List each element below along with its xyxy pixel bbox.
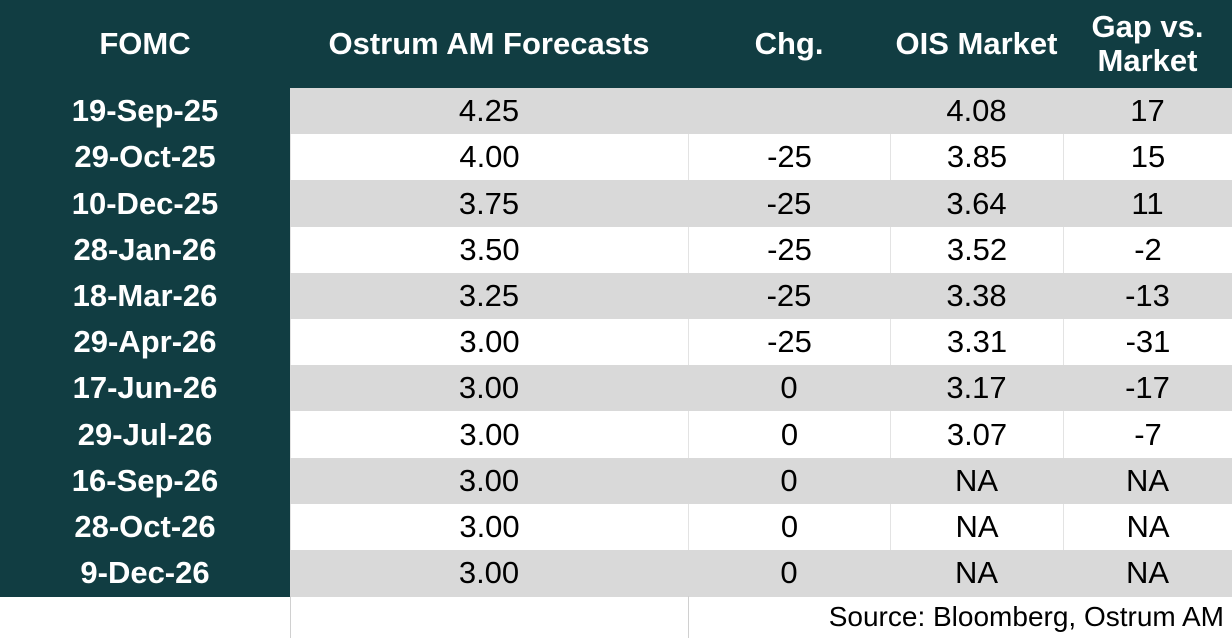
table-cell: 3.00 [290, 365, 688, 412]
table-cell: 4.08 [890, 88, 1063, 135]
table-cell: 3.00 [290, 550, 688, 597]
table-cell: 3.17 [890, 365, 1063, 412]
table-cell: NA [1063, 550, 1232, 597]
row-header: 28-Oct-26 [0, 503, 290, 551]
table-cell: 3.07 [890, 411, 1063, 459]
row-header: 29-Oct-25 [0, 134, 290, 181]
column-header: Gap vs. Market [1063, 0, 1232, 88]
table-cell: 0 [688, 550, 890, 597]
table-cell: NA [890, 550, 1063, 597]
table-cell: 11 [1063, 180, 1232, 228]
table-cell: -7 [1063, 411, 1232, 459]
table-cell: NA [1063, 503, 1232, 551]
column-header: OIS Market [890, 0, 1063, 88]
table-cell: -13 [1063, 272, 1232, 320]
table-cell: 4.25 [290, 88, 688, 135]
table-cell: 15 [1063, 134, 1232, 181]
table-cell: 4.00 [290, 134, 688, 181]
table-cell [688, 88, 890, 135]
row-header: 29-Apr-26 [0, 319, 290, 366]
table-cell: NA [1063, 457, 1232, 505]
table-cell: -31 [1063, 319, 1232, 366]
table-cell: -25 [688, 226, 890, 274]
table-cell: NA [890, 457, 1063, 505]
table-cell: -25 [688, 180, 890, 228]
source-note: Source: Bloomberg, Ostrum AM [828, 601, 1224, 632]
table-cell: 0 [688, 365, 890, 412]
table-cell: 0 [688, 503, 890, 551]
table-cell: 0 [688, 411, 890, 459]
column-header: FOMC [0, 0, 290, 88]
table-cell: -25 [688, 272, 890, 320]
column-header: Chg. [688, 0, 890, 88]
table-cell: -25 [688, 134, 890, 181]
table-cell: 3.52 [890, 226, 1063, 274]
table-cell: 3.00 [290, 457, 688, 505]
table-cell: 0 [688, 457, 890, 505]
table-cell: 3.00 [290, 319, 688, 366]
row-header: 10-Dec-25 [0, 180, 290, 228]
table-cell: 3.25 [290, 272, 688, 320]
row-header: 18-Mar-26 [0, 272, 290, 320]
table-cell: 17 [1063, 88, 1232, 135]
row-header: 29-Jul-26 [0, 411, 290, 459]
divider [290, 596, 291, 638]
table-cell: NA [890, 503, 1063, 551]
row-header: 19-Sep-25 [0, 88, 290, 135]
column-header: Ostrum AM Forecasts [290, 0, 688, 88]
row-header: 28-Jan-26 [0, 226, 290, 274]
table-cell: 3.50 [290, 226, 688, 274]
divider [688, 596, 689, 638]
table-cell: 3.38 [890, 272, 1063, 320]
table-cell: -2 [1063, 226, 1232, 274]
table-cell: -17 [1063, 365, 1232, 412]
row-header: 9-Dec-26 [0, 550, 290, 597]
table-cell: 3.75 [290, 180, 688, 228]
table-cell: 3.85 [890, 134, 1063, 181]
table-cell: 3.31 [890, 319, 1063, 366]
table-cell: 3.00 [290, 503, 688, 551]
table-cell: 3.00 [290, 411, 688, 459]
row-header: 17-Jun-26 [0, 365, 290, 412]
table-cell: -25 [688, 319, 890, 366]
table-cell: 3.64 [890, 180, 1063, 228]
row-header: 16-Sep-26 [0, 457, 290, 505]
